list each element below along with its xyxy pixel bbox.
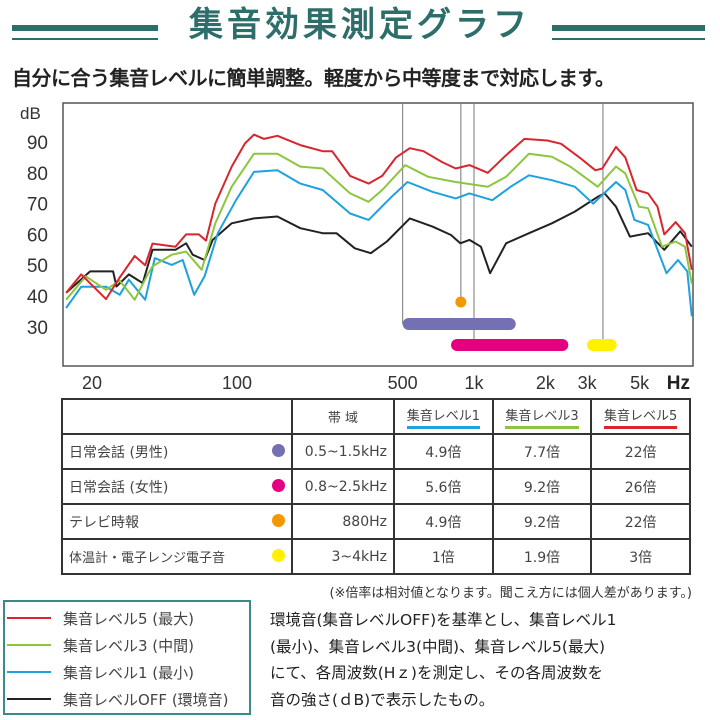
legend-label: 集音レベルOFF (環境音) [63, 690, 229, 709]
level5-cell: 22倍 [590, 503, 691, 540]
series-line [65, 152, 693, 301]
y-axis-label: dB [20, 104, 41, 123]
description-line: 環境音(集音レベルOFF)を基準とし、集音レベル1 [270, 611, 617, 629]
band-bar [451, 339, 569, 351]
title-decoration-left-thin [12, 38, 158, 40]
y-tick-label: 30 [27, 318, 48, 339]
level1-header-label: 集音レベル1 [406, 405, 480, 429]
legend-label: 集音レベル1 (最小) [63, 663, 195, 682]
table-header-level5: 集音レベル5 [590, 398, 691, 435]
level5-cell: 22倍 [590, 433, 691, 470]
level3-cell: 9.2倍 [491, 503, 593, 540]
x-tick-label: 100 [222, 373, 252, 393]
magenta-dot-icon [272, 478, 285, 492]
row-label-cell: 体温計・電子レンジ電子音 [61, 538, 293, 575]
legend-swatch [7, 644, 51, 646]
row-label: 体温計・電子レンジ電子音 [69, 551, 226, 566]
level1-cell: 1倍 [393, 538, 494, 575]
description-line: にて、各周波数(Hｚ)を測定し、その各周波数を [270, 664, 603, 682]
page-title: 集音効果測定グラフ [189, 5, 531, 45]
level3-cell: 7.7倍 [491, 433, 593, 470]
x-tick-label: 5k [630, 373, 650, 393]
band-cell: 3~4kHz [291, 538, 395, 575]
title-decoration-right-thin [552, 38, 705, 40]
legend-item-level5: 集音レベル5 (最大) [7, 606, 194, 630]
series-line [65, 169, 693, 317]
x-tick-label: 1k [464, 373, 484, 393]
table-header-band: 帯 域 [291, 398, 395, 435]
y-tick-label: 70 [27, 195, 48, 216]
level1-cell: 4.9倍 [393, 433, 494, 470]
table-row: 体温計・電子レンジ電子音 3~4kHz 1倍 1.9倍 3倍 [61, 538, 691, 575]
orange-dot-icon [272, 513, 285, 527]
table-header-level3: 集音レベル3 [491, 398, 593, 435]
band-marker-dot [455, 296, 467, 308]
legend-label: 集音レベル3 (中間) [63, 636, 195, 655]
chart-legend: 集音レベル5 (最大) 集音レベル3 (中間) 集音レベル1 (最小) 集音レベ… [3, 600, 251, 715]
table-row: テレビ時報 880Hz 4.9倍 9.2倍 22倍 [61, 503, 691, 540]
level3-header-label: 集音レベル3 [505, 405, 579, 429]
table-row: 日常会話 (女性) 0.8~2.5kHz 5.6倍 9.2倍 26倍 [61, 468, 691, 505]
plot-frame [62, 102, 694, 367]
table-note: (※倍率は相対値となります。聞こえ方には個人差があります。) [329, 586, 692, 601]
row-label: テレビ時報 [69, 514, 139, 531]
band-cell: 0.8~2.5kHz [291, 468, 395, 505]
band-cell: 0.5~1.5kHz [291, 433, 395, 470]
row-label-cell: 日常会話 (女性) [61, 468, 293, 505]
y-tick-label: 40 [27, 287, 48, 308]
y-tick-label: 80 [27, 164, 48, 185]
title-decoration-left [12, 25, 158, 31]
x-tick-label: 2k [536, 373, 556, 393]
y-tick-label: 50 [27, 256, 48, 277]
level5-cell: 3倍 [590, 538, 691, 575]
level5-header-label: 集音レベル5 [604, 405, 678, 429]
description-line: 音の強さ(ｄB)で表示したもの。 [270, 690, 495, 709]
page-subtitle: 自分に合う集音レベルに簡単調整。軽度から中等度まで対応します。 [12, 66, 615, 90]
table-header-row: 帯 域 集音レベル1 集音レベル3 集音レベル5 [61, 398, 691, 435]
table-header-level1: 集音レベル1 [393, 398, 494, 435]
x-tick-label: 3k [578, 373, 598, 393]
legend-swatch [7, 698, 51, 700]
row-label-cell: 日常会話 (男性) [61, 433, 293, 470]
row-label-cell: テレビ時報 [61, 503, 293, 540]
yellow-dot-icon [272, 549, 285, 562]
effect-table: 帯 域 集音レベル1 集音レベル3 集音レベル5 日常会話 (男性) 0.5~1… [61, 398, 691, 575]
x-tick-label: 500 [388, 373, 418, 393]
level1-cell: 4.9倍 [393, 503, 494, 540]
table-row: 日常会話 (男性) 0.5~1.5kHz 4.9倍 7.7倍 22倍 [61, 433, 691, 470]
legend-item-level1: 集音レベル1 (最小) [7, 660, 194, 684]
row-label: 日常会話 (女性) [69, 479, 169, 496]
legend-item-level3: 集音レベル3 (中間) [7, 633, 194, 657]
y-tick-label: 90 [27, 133, 48, 154]
band-bar [587, 339, 617, 351]
description: 環境音(集音レベルOFF)を基準とし、集音レベル1 (最小)、集音レベル3(中間… [270, 607, 710, 713]
description-line: (最小)、集音レベル3(中間)、集音レベル5(最大) [270, 637, 606, 656]
legend-swatch [7, 671, 51, 673]
level5-cell: 26倍 [590, 468, 691, 505]
level1-cell: 5.6倍 [393, 468, 494, 505]
legend-item-off: 集音レベルOFF (環境音) [7, 687, 229, 711]
row-label: 日常会話 (男性) [69, 444, 169, 461]
legend-swatch [7, 617, 51, 619]
x-tick-label: 20 [82, 373, 102, 393]
band-cell: 880Hz [291, 503, 395, 540]
y-tick-label: 60 [27, 225, 48, 246]
level3-cell: 9.2倍 [491, 468, 593, 505]
series-line [65, 133, 693, 301]
x-axis-label: Hz [667, 373, 690, 394]
level3-cell: 1.9倍 [491, 538, 593, 575]
table-header-empty [61, 398, 293, 435]
frequency-response-chart: dB Hz 90 80 70 60 50 40 30 20 100 500 1k 2k 3k 5k [20, 102, 694, 394]
band-bar [402, 318, 516, 330]
title-decoration-right [552, 25, 705, 31]
legend-label: 集音レベル5 (最大) [63, 609, 195, 628]
purple-dot-icon [272, 443, 285, 457]
